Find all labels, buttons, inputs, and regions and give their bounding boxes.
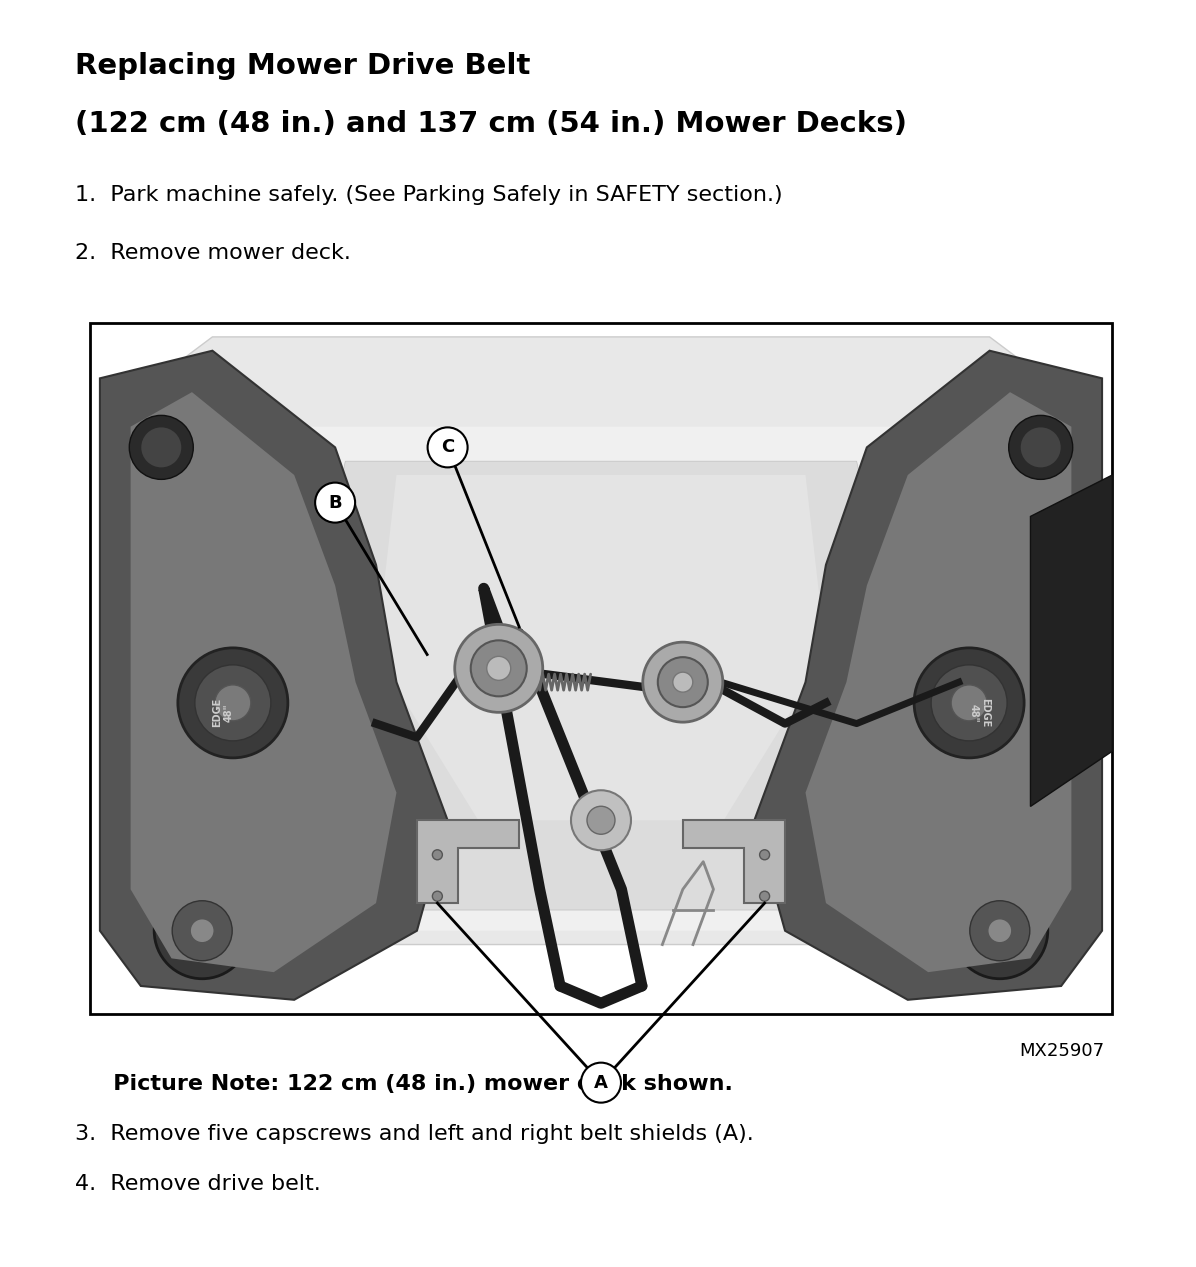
Text: 4.  Remove drive belt.: 4. Remove drive belt. [75,1173,321,1194]
Circle shape [487,656,511,680]
Text: (122 cm (48 in.) and 137 cm (54 in.) Mower Decks): (122 cm (48 in.) and 137 cm (54 in.) Mow… [75,110,907,138]
Text: B: B [329,494,342,512]
Text: 3.  Remove five capscrews and left and right belt shields (A).: 3. Remove five capscrews and left and ri… [75,1124,753,1144]
Bar [90,323,1112,1014]
Polygon shape [100,351,447,1000]
Circle shape [914,647,1024,758]
Circle shape [587,806,615,834]
Circle shape [471,640,526,697]
Text: EDGE
48": EDGE 48" [969,698,990,727]
Text: 2.  Remove mower deck.: 2. Remove mower deck. [75,243,350,264]
Text: EDGE
48": EDGE 48" [212,698,233,727]
Circle shape [454,625,543,712]
Text: A: A [594,1073,608,1092]
Circle shape [1008,416,1073,479]
Circle shape [433,891,443,901]
Circle shape [952,883,1048,978]
Circle shape [759,850,769,860]
Circle shape [951,685,987,721]
Circle shape [129,416,194,479]
Circle shape [642,642,722,722]
Circle shape [970,901,1030,960]
Circle shape [570,791,631,850]
Polygon shape [294,461,908,910]
Circle shape [315,483,355,522]
Circle shape [190,919,214,943]
Text: MX25907: MX25907 [1019,1041,1104,1059]
Polygon shape [755,351,1102,1000]
Circle shape [172,901,232,960]
Text: Replacing Mower Drive Belt: Replacing Mower Drive Belt [75,52,530,80]
Circle shape [215,685,251,721]
Circle shape [581,1063,621,1102]
Polygon shape [417,820,519,903]
Circle shape [673,673,692,692]
Circle shape [178,647,288,758]
Circle shape [141,427,182,468]
Circle shape [428,427,468,468]
Text: 1.  Park machine safely. (See Parking Safely in SAFETY section.): 1. Park machine safely. (See Parking Saf… [75,185,782,205]
Polygon shape [683,820,785,903]
Polygon shape [806,393,1072,972]
Circle shape [154,883,250,978]
Circle shape [759,891,769,901]
Polygon shape [376,475,826,820]
Polygon shape [100,337,1102,945]
Circle shape [1020,427,1061,468]
Circle shape [932,665,1007,741]
Polygon shape [130,393,396,972]
Polygon shape [191,427,1009,931]
Circle shape [988,919,1012,943]
Circle shape [433,850,443,860]
Polygon shape [1031,475,1112,807]
Circle shape [658,658,708,707]
Text: Picture Note: 122 cm (48 in.) mower deck shown.: Picture Note: 122 cm (48 in.) mower deck… [90,1073,733,1093]
Text: C: C [441,438,454,456]
Circle shape [195,665,270,741]
